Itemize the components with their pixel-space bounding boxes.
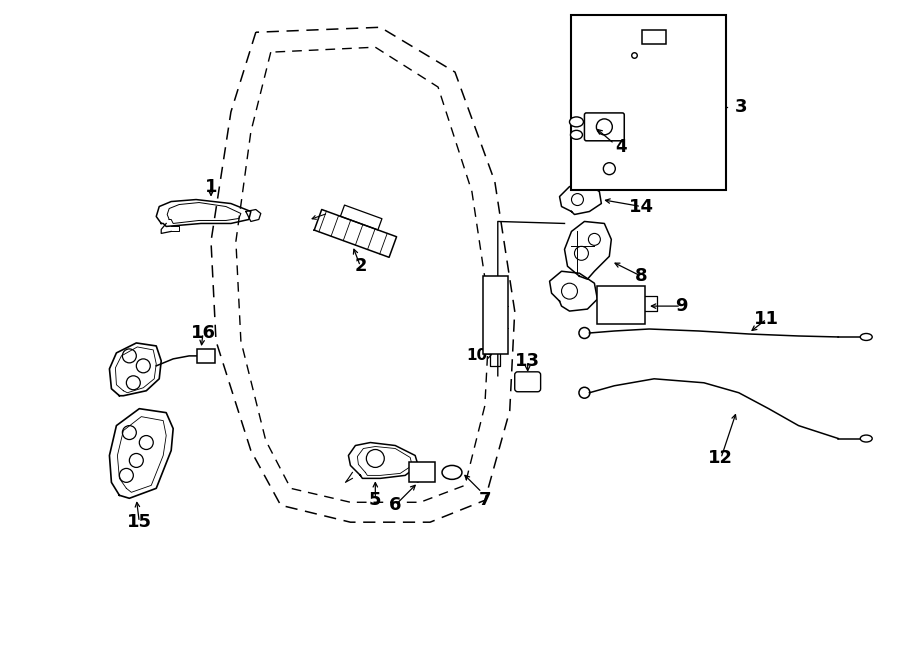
Circle shape: [574, 247, 589, 260]
Text: 13: 13: [515, 352, 540, 370]
Text: 3: 3: [734, 98, 747, 116]
Bar: [572, 15, 725, 190]
FancyBboxPatch shape: [584, 113, 625, 141]
Text: 6: 6: [389, 496, 401, 514]
Text: 10: 10: [467, 348, 488, 364]
Bar: [483, 276, 508, 354]
Circle shape: [579, 327, 590, 338]
Ellipse shape: [860, 334, 872, 340]
Text: 16: 16: [191, 324, 215, 342]
Circle shape: [562, 283, 578, 299]
Circle shape: [603, 163, 616, 175]
Circle shape: [140, 436, 153, 449]
Ellipse shape: [442, 465, 462, 479]
Circle shape: [606, 295, 616, 307]
Bar: [598, 286, 645, 324]
Circle shape: [122, 426, 136, 440]
Bar: [197, 349, 215, 363]
Circle shape: [622, 295, 633, 307]
Circle shape: [572, 194, 583, 206]
Text: 1: 1: [205, 178, 217, 196]
Circle shape: [122, 349, 136, 363]
Text: 11: 11: [754, 310, 779, 328]
Text: 7: 7: [479, 491, 491, 509]
Text: 4: 4: [616, 137, 627, 156]
Text: 5: 5: [369, 491, 382, 509]
Circle shape: [130, 453, 143, 467]
Ellipse shape: [570, 117, 583, 127]
Text: 15: 15: [127, 513, 152, 531]
Ellipse shape: [860, 435, 872, 442]
Text: 2: 2: [354, 257, 366, 275]
Text: 9: 9: [675, 297, 688, 315]
Circle shape: [597, 119, 612, 135]
Text: 14: 14: [629, 198, 653, 215]
Circle shape: [589, 233, 600, 245]
Circle shape: [366, 449, 384, 467]
Bar: [410, 463, 435, 483]
Circle shape: [120, 469, 133, 483]
Circle shape: [126, 376, 140, 390]
Bar: [643, 30, 666, 44]
FancyBboxPatch shape: [515, 372, 541, 392]
Text: 8: 8: [634, 267, 647, 286]
Ellipse shape: [571, 130, 582, 139]
Circle shape: [606, 309, 616, 319]
Circle shape: [136, 359, 150, 373]
Circle shape: [579, 387, 590, 398]
Text: 12: 12: [708, 449, 734, 467]
